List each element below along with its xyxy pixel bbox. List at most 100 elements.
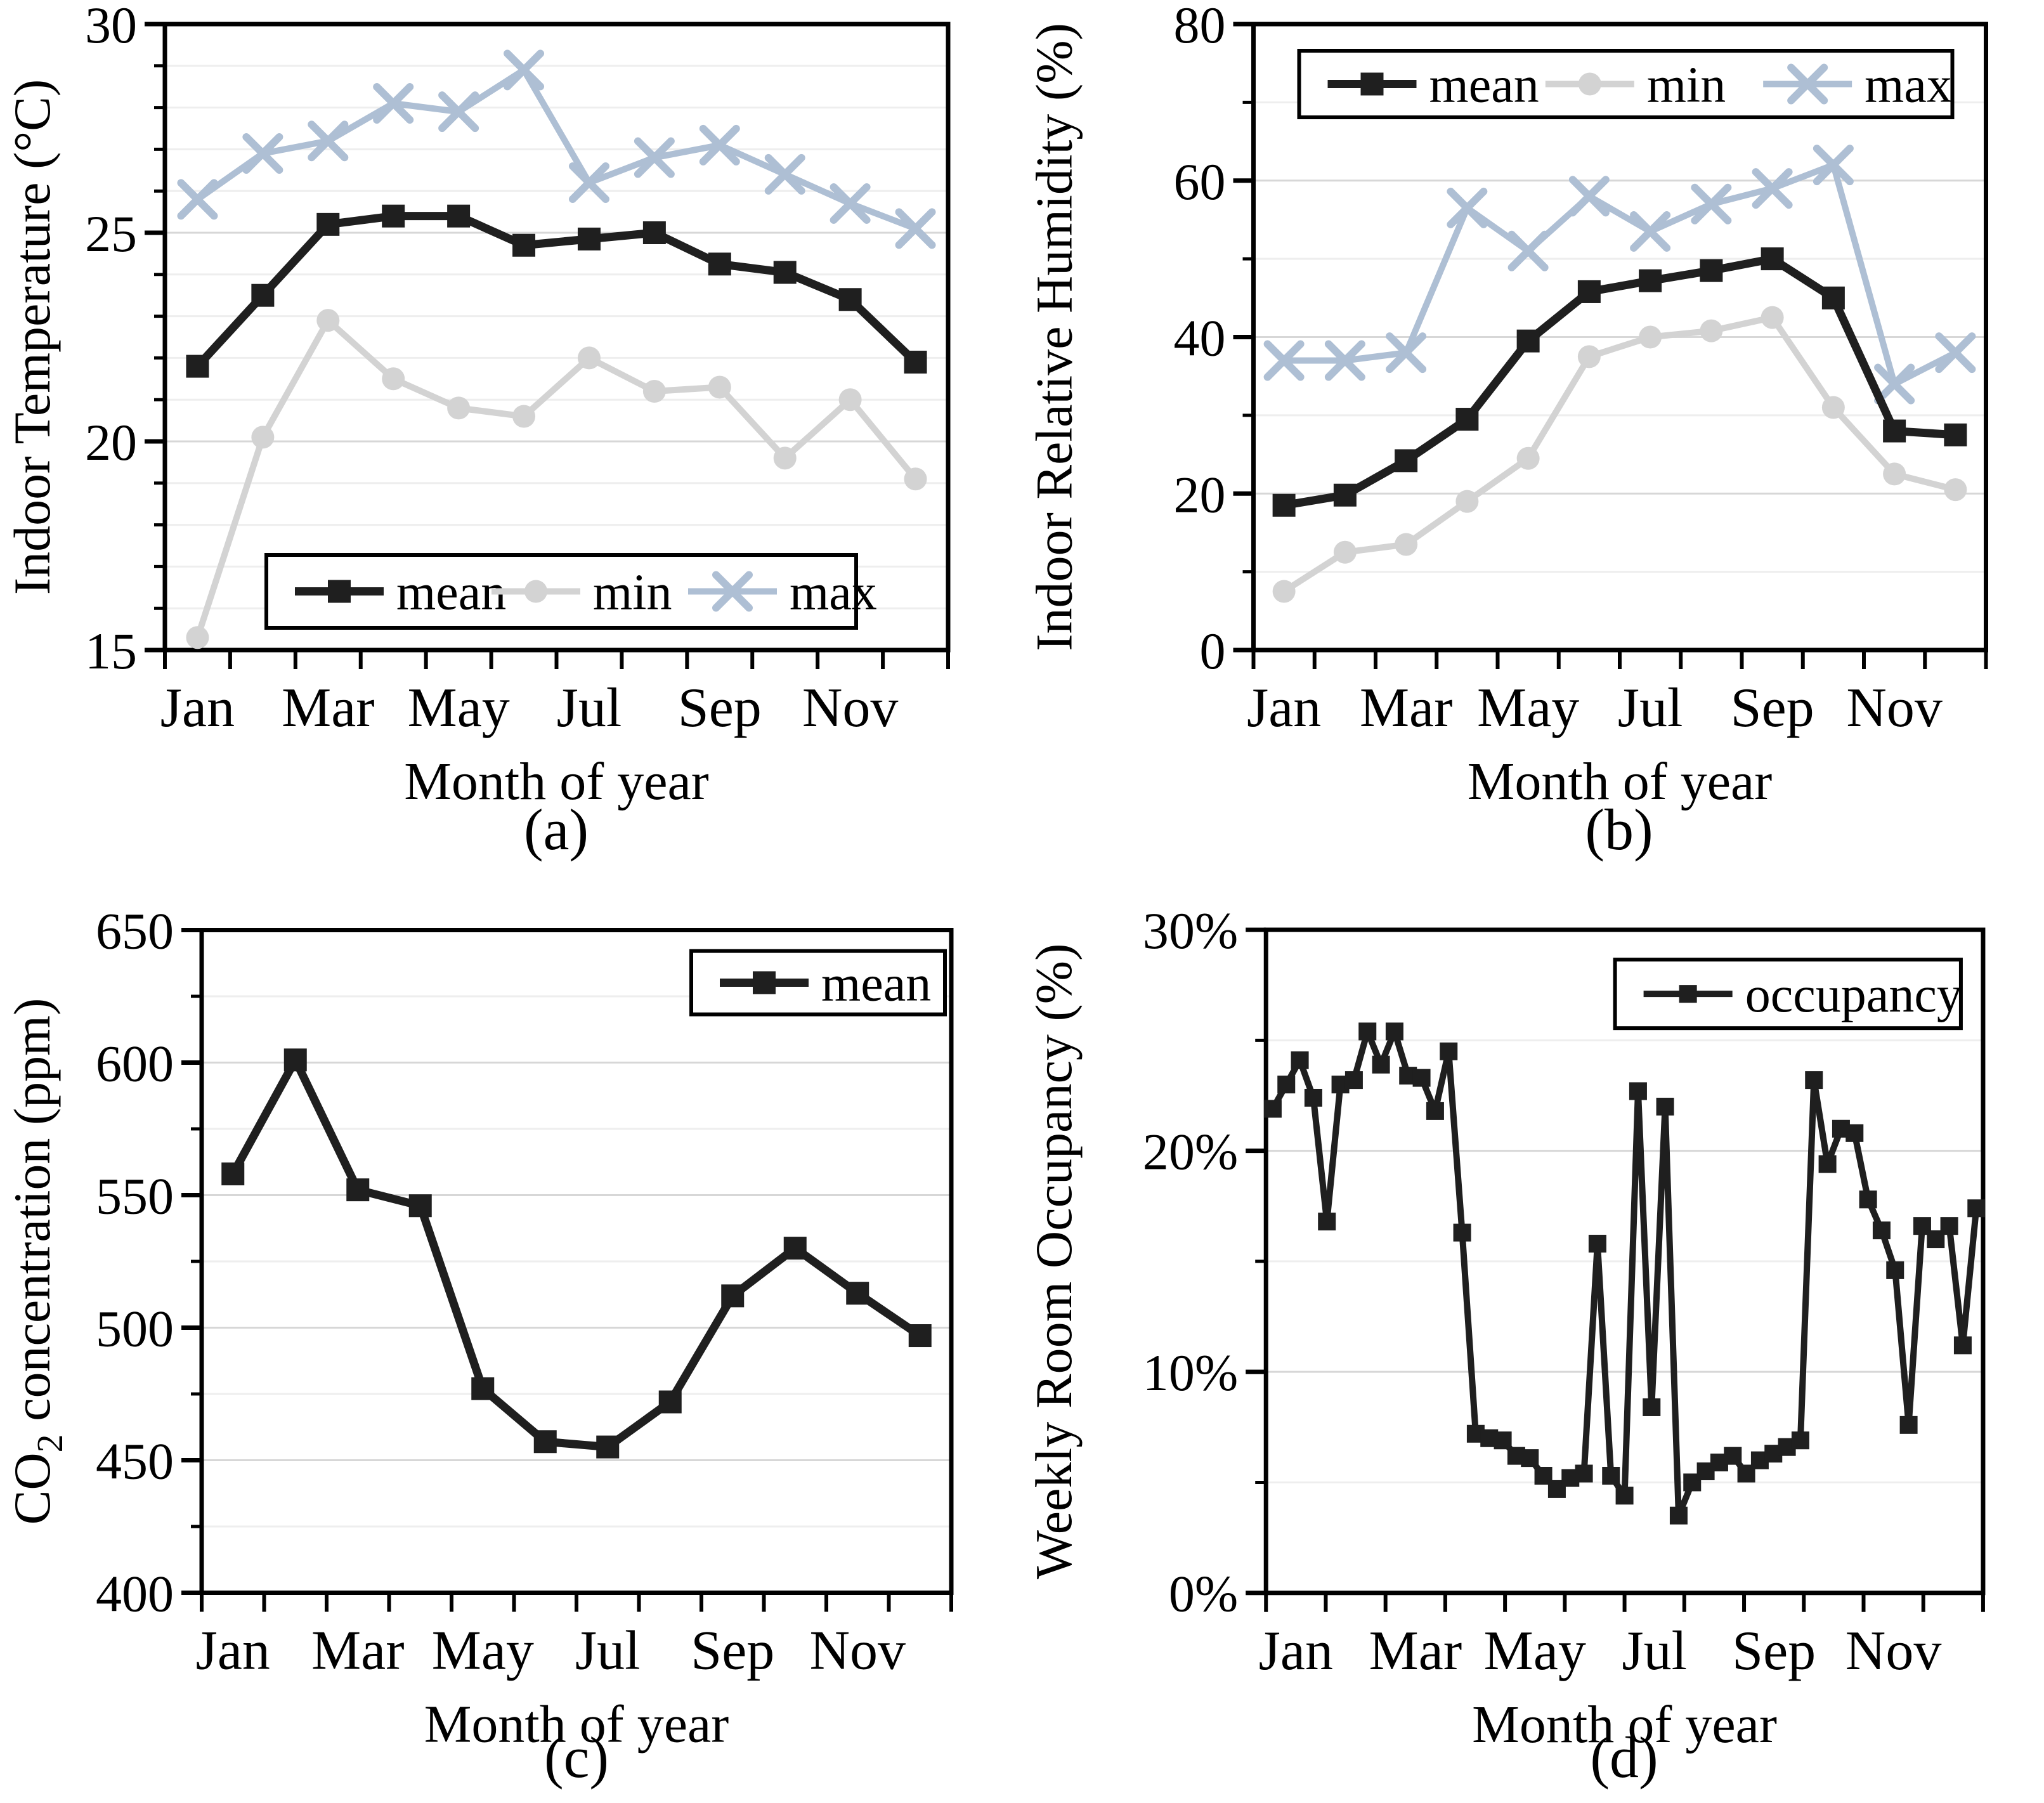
marker-square <box>328 580 351 603</box>
x-tick-label: Jan <box>160 677 235 739</box>
y-tick-label: 10% <box>1143 1344 1238 1402</box>
series-max <box>1263 145 1976 405</box>
y-axis: 0 20 40 60 80 <box>1174 0 1254 680</box>
marker-square <box>1940 1217 1958 1235</box>
marker-square <box>1967 1199 1986 1218</box>
marker-square <box>1859 1190 1877 1209</box>
marker-square <box>1724 1447 1742 1465</box>
marker-square <box>904 350 927 374</box>
marker-circle <box>1761 306 1784 329</box>
x-axis: Jan Mar May Jul Sep Nov <box>196 1592 953 1682</box>
marker-square <box>1385 1022 1403 1041</box>
series-occupancy <box>1263 1022 1986 1525</box>
y-tick-label: 60 <box>1174 153 1226 211</box>
marker-circle <box>1883 462 1906 486</box>
marker-square <box>1291 1051 1309 1069</box>
legend-label: min <box>1647 58 1726 114</box>
x-tick-label: Jul <box>557 677 622 739</box>
legend-item-min: min <box>491 565 672 621</box>
legend-label: max <box>790 565 877 621</box>
legend-item-mean: mean <box>720 956 931 1012</box>
panel-c: 400 450 500 550 600 650 Jan Mar May Jul Sep Nov Mont… <box>0 901 1022 1803</box>
marker-square <box>1277 1076 1296 1094</box>
marker-circle <box>512 405 536 428</box>
legend-label: mean <box>396 565 506 621</box>
marker-square <box>1440 1042 1458 1060</box>
marker-square <box>1872 1221 1891 1240</box>
x-tick-label: Jul <box>1618 677 1683 739</box>
panel-a: 15 20 25 30 Jan Mar May Jul Sep Nov Month of year I… <box>0 0 1022 901</box>
marker-x <box>1935 332 1976 374</box>
marker-square <box>221 1162 245 1186</box>
marker-square <box>512 233 536 257</box>
x-tick-label: Nov <box>1845 1620 1943 1682</box>
series-mean <box>186 204 927 378</box>
marker-x <box>634 137 675 178</box>
caption-a: (a) <box>523 797 589 862</box>
x-tick-label: Jan <box>1259 1620 1333 1682</box>
legend-label: mean <box>1429 58 1539 114</box>
legend-item-max: max <box>688 565 877 621</box>
marker-circle <box>382 367 405 391</box>
marker-square <box>1679 985 1697 1003</box>
series-line-occupancy <box>1270 1028 1980 1519</box>
series-max <box>177 49 936 249</box>
marker-square <box>1304 1088 1322 1107</box>
marker-square <box>186 355 209 378</box>
panel-b: 0 20 40 60 80 Jan Mar May Jul Sep Nov Month of year… <box>1022 0 2044 901</box>
x-axis-title: Month of year <box>1472 1695 1777 1754</box>
x-axis-title: Month of year <box>404 752 709 811</box>
marker-circle <box>1639 325 1662 349</box>
x-tick-label: Jul <box>575 1620 641 1682</box>
marker-square <box>642 221 666 244</box>
x-tick-label: Mar <box>311 1620 405 1682</box>
y-axis: 15 20 25 30 <box>85 0 165 680</box>
legend-label: occupancy <box>1745 967 1962 1023</box>
marker-square <box>533 1430 557 1454</box>
marker-x <box>438 91 479 133</box>
marker-square <box>1272 493 1296 517</box>
marker-x <box>1324 340 1365 381</box>
marker-square <box>1577 280 1601 303</box>
chart-b: 0 20 40 60 80 Jan Mar May Jul Sep Nov Month of year… <box>1025 0 1988 811</box>
marker-square <box>1412 1069 1431 1087</box>
marker-circle <box>642 380 666 403</box>
marker-x <box>764 153 805 195</box>
marker-square <box>1426 1102 1444 1120</box>
x-tick-label: Jan <box>1247 677 1321 739</box>
marker-square <box>708 252 731 276</box>
marker-x <box>1447 187 1488 228</box>
series-min <box>186 309 927 649</box>
y-tick-label: 30% <box>1143 902 1238 960</box>
marker-square <box>1358 1022 1377 1041</box>
marker-square <box>1453 1223 1471 1242</box>
marker-square <box>1263 1100 1282 1118</box>
y-tick-label: 500 <box>96 1300 174 1358</box>
y-tick-label: 20% <box>1143 1123 1238 1181</box>
marker-x <box>1752 168 1793 209</box>
x-axis: Jan Mar May Jul Sep Nov <box>1247 650 1988 739</box>
marker-x <box>177 179 218 220</box>
marker-circle <box>1272 580 1296 603</box>
marker-x <box>1507 230 1549 271</box>
y-tick-label: 25 <box>85 205 137 263</box>
marker-circle <box>251 426 275 449</box>
legend-label: mean <box>821 956 931 1012</box>
marker-square <box>1639 269 1662 292</box>
marker-circle <box>577 346 601 370</box>
legend-item-mean: mean <box>1327 58 1539 114</box>
y-tick-label: 15 <box>85 622 137 680</box>
marker-x <box>712 571 753 612</box>
marker-square <box>1615 1487 1634 1505</box>
x-axis: Jan Mar May Jul Sep Nov <box>160 650 950 739</box>
x-tick-label: Nov <box>809 1620 906 1682</box>
marker-square <box>1455 408 1479 431</box>
legend-item-mean: mean <box>295 565 506 621</box>
marker-square <box>721 1284 745 1308</box>
marker-circle <box>1333 540 1357 564</box>
marker-square <box>408 1194 432 1218</box>
series-min <box>1272 306 1967 603</box>
marker-square <box>1643 1398 1661 1416</box>
marker-square <box>1360 72 1384 96</box>
marker-circle <box>1516 446 1540 470</box>
